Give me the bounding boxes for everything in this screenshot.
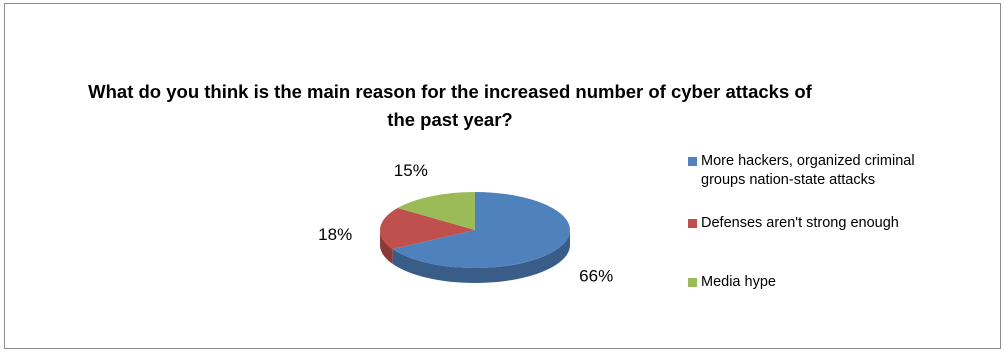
legend-item-defenses: Defenses aren't strong enough xyxy=(688,214,899,233)
chart-frame xyxy=(4,3,1001,349)
legend-item-more-hackers: More hackers, organized criminal groups … xyxy=(688,152,915,190)
legend-item-media-hype: Media hype xyxy=(688,273,776,292)
chart-title: What do you think is the main reason for… xyxy=(0,78,900,134)
data-label-more-hackers: 66% xyxy=(579,267,613,286)
data-label-media-hype: 15% xyxy=(394,161,428,180)
chart-title-line-1: What do you think is the main reason for… xyxy=(88,81,812,102)
pie-slice-defenses xyxy=(380,207,475,249)
legend-swatch-media-hype xyxy=(688,278,697,287)
legend-label-media-hype: Media hype xyxy=(701,274,776,290)
legend-label-defenses: Defenses aren't strong enough xyxy=(701,215,899,231)
pie-side-more-hackers xyxy=(392,230,570,283)
legend-label-more-hackers-line-2: groups nation-state attacks xyxy=(701,172,876,188)
chart-title-line-2: the past year? xyxy=(387,109,513,130)
data-label-defenses: 18% xyxy=(318,225,352,244)
legend-label-more-hackers-line-1: More hackers, organized criminal xyxy=(701,153,915,169)
legend-swatch-more-hackers xyxy=(688,157,697,166)
pie-slice-more-hackers xyxy=(392,192,571,268)
pie-slice-media-hype xyxy=(397,192,475,230)
pie-side-defenses xyxy=(380,230,393,264)
legend-swatch-defenses xyxy=(688,219,697,228)
